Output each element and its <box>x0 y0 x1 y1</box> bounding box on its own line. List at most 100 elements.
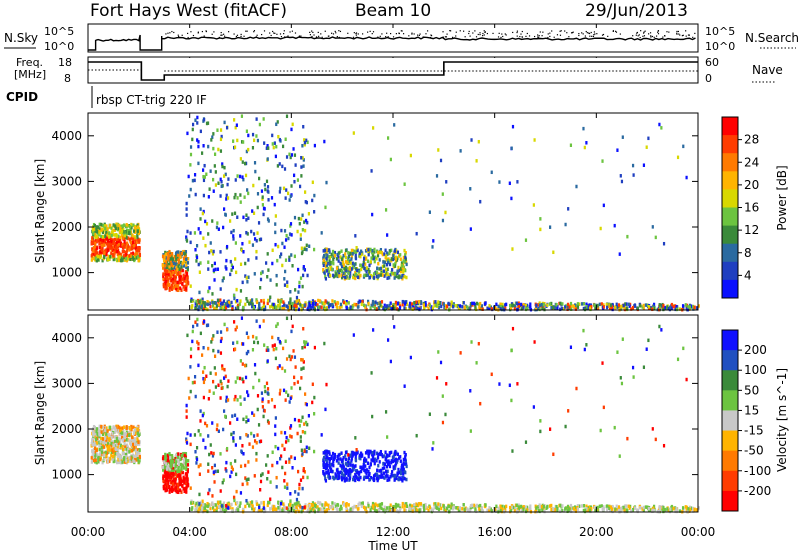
noise-search-point <box>640 37 641 38</box>
noise-search-point <box>589 33 590 34</box>
velocity-cell <box>338 476 340 480</box>
velocity-cell <box>349 507 351 511</box>
velocity-cell <box>252 348 254 352</box>
noise-search-point <box>688 34 689 35</box>
velocity-cell <box>329 476 331 480</box>
power-cell <box>567 207 569 211</box>
velocity-cell <box>406 465 408 469</box>
noise-search-point <box>398 33 399 34</box>
power-cell <box>300 165 302 169</box>
power-cell <box>672 305 674 309</box>
power-cell <box>340 303 342 307</box>
velocity-cell <box>102 441 104 445</box>
noise-search-point <box>487 33 488 34</box>
velocity-cell <box>166 472 168 476</box>
power-cell <box>242 160 244 164</box>
power-cell <box>498 180 500 184</box>
velocity-cell <box>345 451 347 455</box>
velocity-cell <box>175 464 177 468</box>
noise-search-point <box>636 35 637 36</box>
velocity-cell <box>594 506 596 510</box>
power-cell <box>581 302 583 306</box>
velocity-cell <box>377 464 379 468</box>
velocity-cell <box>577 507 579 511</box>
velocity-cell <box>277 506 279 510</box>
power-cell <box>121 229 123 233</box>
velocity-cell <box>200 409 202 413</box>
power-cell <box>202 168 204 172</box>
velocity-cell <box>226 447 228 451</box>
power-cell <box>215 170 217 174</box>
power-cell <box>286 155 288 159</box>
power-cell <box>253 306 255 310</box>
velocity-cell <box>298 487 300 491</box>
velocity-cell <box>383 454 385 458</box>
power-cell <box>214 152 216 156</box>
velocity-cell <box>385 470 387 474</box>
velocity-cell <box>329 452 331 456</box>
power-cell <box>300 233 302 237</box>
noise-search-point <box>564 30 565 31</box>
power-cell <box>252 146 254 150</box>
power-cell <box>92 231 94 235</box>
noise-search-point <box>668 32 669 33</box>
power-cell <box>185 287 187 291</box>
power-cell <box>390 158 392 162</box>
power-cell <box>643 304 645 308</box>
power-cell <box>172 280 174 284</box>
velocity-cell <box>107 447 109 451</box>
velocity-cell <box>177 483 179 487</box>
power-cell <box>208 286 210 290</box>
power-cell <box>195 300 197 304</box>
power-cell <box>283 245 285 249</box>
noise-search-point <box>188 37 189 38</box>
velocity-cell <box>335 474 337 478</box>
power-cell <box>294 255 296 259</box>
velocity-cell <box>386 478 388 482</box>
power-cell <box>369 276 371 280</box>
power-cell <box>645 303 647 307</box>
power-cell <box>229 219 231 223</box>
velocity-cell <box>263 319 265 323</box>
power-cell <box>207 232 209 236</box>
velocity-cell <box>485 503 487 507</box>
power-cell <box>116 241 118 245</box>
velocity-cell <box>606 508 608 512</box>
power-cell <box>214 262 216 266</box>
power-cell <box>244 303 246 307</box>
noise-search-point <box>338 30 339 31</box>
velocity-cell <box>168 485 170 489</box>
power-cell <box>324 308 326 312</box>
power-cell <box>267 146 269 150</box>
noise-search-point <box>519 36 520 37</box>
velocity-cell <box>92 433 94 437</box>
power-cell <box>399 306 401 310</box>
power-cell <box>179 256 181 260</box>
power-cell <box>101 244 103 248</box>
noise-search-point <box>657 32 658 33</box>
power-cell <box>371 213 373 217</box>
power-cell <box>207 290 209 294</box>
velocity-cell <box>170 476 172 480</box>
power-cell <box>446 305 448 309</box>
power-cell <box>246 276 248 280</box>
velocity-cell <box>170 465 172 469</box>
velocity-cell <box>362 465 364 469</box>
velocity-cell <box>132 459 134 463</box>
power-cell <box>293 174 295 178</box>
noise-search-point <box>414 33 415 34</box>
power-cell <box>286 304 288 308</box>
noise-search-point <box>694 33 695 34</box>
velocity-cell <box>394 451 396 455</box>
power-cell <box>107 258 109 262</box>
power-cell <box>208 195 210 199</box>
velocity-cell <box>167 459 169 463</box>
power-cell <box>235 241 237 245</box>
power-cell <box>242 250 244 254</box>
power-cell <box>202 301 204 305</box>
power-cell <box>115 227 117 231</box>
velocity-cell <box>253 434 255 438</box>
velocity-cell <box>262 405 264 409</box>
noise-search-point <box>607 36 608 37</box>
power-cell <box>245 213 247 217</box>
